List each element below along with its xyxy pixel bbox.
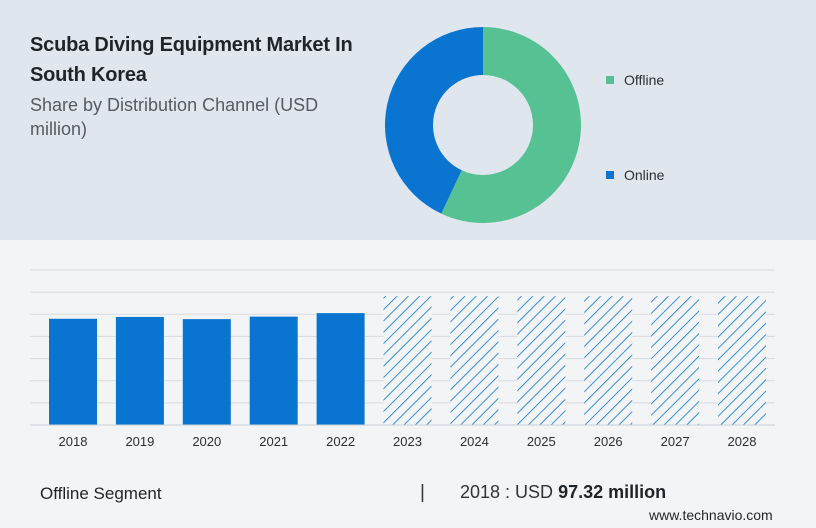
donut-chart — [385, 27, 581, 223]
bar-2021 — [249, 316, 298, 425]
segment-value: 2018 : USD 97.32 million — [460, 482, 666, 503]
x-tick-label-2027: 2027 — [661, 434, 690, 449]
x-tick-label-2018: 2018 — [59, 434, 88, 449]
segment-label: Offline Segment — [40, 484, 162, 503]
chart-subtitle: Share by Distribution Channel (USD milli… — [30, 95, 319, 139]
x-tick-label-2026: 2026 — [594, 434, 623, 449]
bar-2020 — [182, 319, 231, 425]
x-tick-label-2023: 2023 — [393, 434, 422, 449]
bar-forecast-2025 — [517, 296, 566, 425]
donut-slice-offline — [441, 27, 581, 223]
footer-separator: | — [420, 482, 425, 503]
segment-value-amount: 97.32 million — [558, 482, 667, 502]
legend-item-online: Online — [606, 167, 664, 183]
legend-item-offline: Offline — [606, 72, 664, 88]
bar-forecast-2028 — [718, 296, 766, 425]
x-tick-label-2021: 2021 — [259, 434, 288, 449]
bar-forecast-2024 — [450, 296, 499, 425]
x-tick-label-2019: 2019 — [125, 434, 154, 449]
segment-value-prefix: 2018 : USD — [460, 482, 559, 502]
legend-label-online: Online — [624, 167, 665, 183]
bar-2019 — [115, 316, 164, 425]
donut-slice-online — [385, 27, 483, 214]
bar-forecast-2026 — [584, 296, 633, 425]
x-tick-label-2025: 2025 — [527, 434, 556, 449]
legend-label-offline: Offline — [624, 72, 665, 88]
x-tick-label-2022: 2022 — [326, 434, 355, 449]
bar-chart: 2018 2019 2020 2021 2022 2023 2024 2025 2026 2027… — [30, 269, 775, 449]
chart-title: Scuba Diving Equipment Market In South K… — [30, 34, 353, 86]
legend-swatch-online — [606, 171, 614, 179]
bar-forecast-2023 — [383, 296, 432, 425]
bar-2018 — [49, 318, 97, 425]
x-tick-label-2028: 2028 — [728, 434, 757, 449]
bar-2022 — [316, 313, 365, 425]
x-tick-label-2024: 2024 — [460, 434, 489, 449]
legend-swatch-offline — [606, 76, 614, 84]
x-tick-label-2020: 2020 — [192, 434, 221, 449]
brand-url: www.technavio.com — [649, 507, 773, 523]
bar-forecast-2027 — [651, 296, 700, 425]
